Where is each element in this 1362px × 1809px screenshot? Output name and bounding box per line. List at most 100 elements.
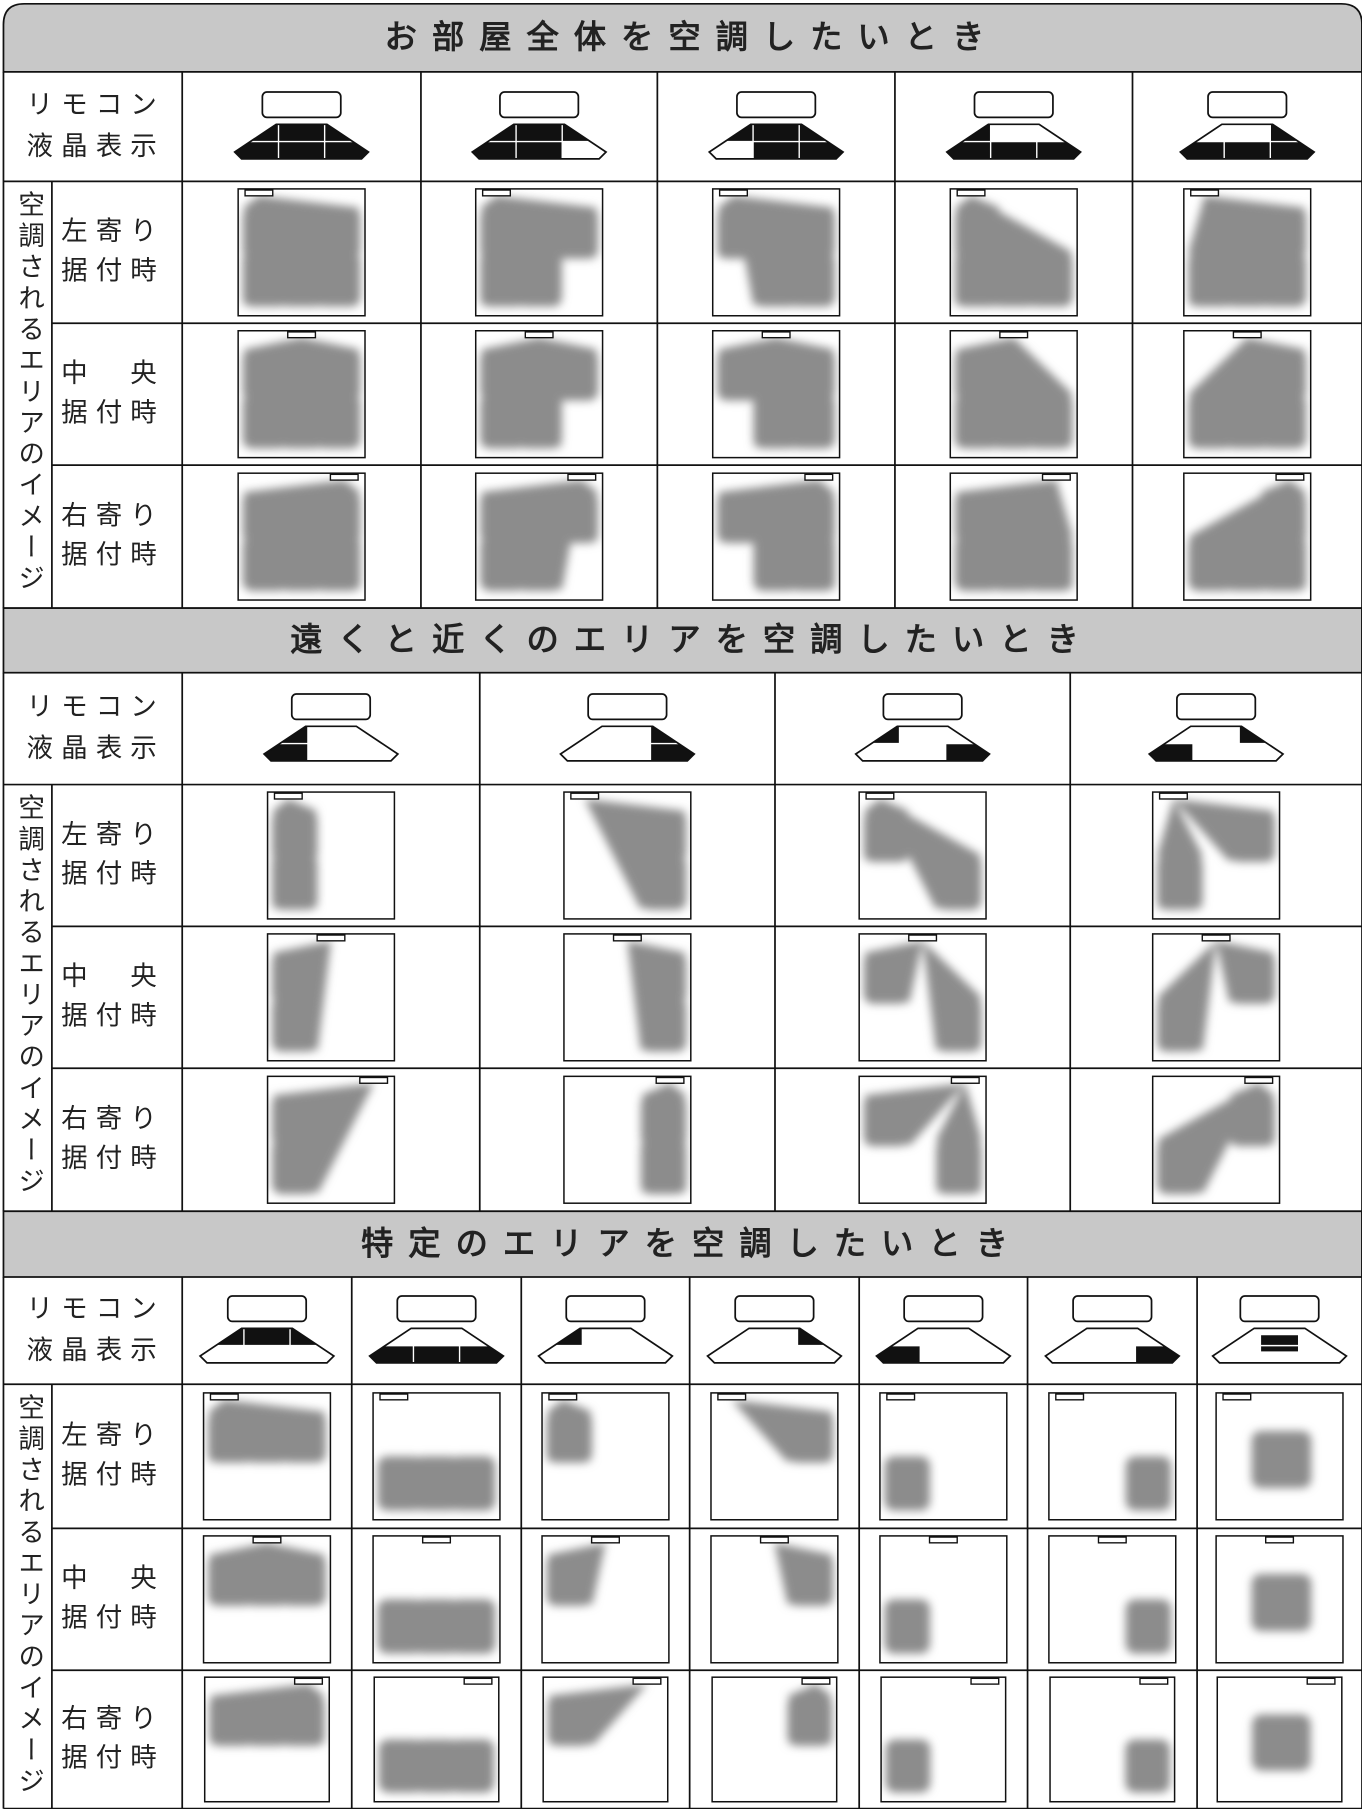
area	[449, 1456, 496, 1511]
icon-seg	[264, 743, 308, 761]
ac-unit	[804, 473, 834, 481]
icon-panel	[470, 123, 608, 160]
remote-label: 液晶表示	[27, 131, 165, 162]
beam	[774, 1542, 834, 1606]
coverage	[584, 798, 687, 910]
icon-unit	[973, 91, 1054, 119]
coverage-shape	[863, 940, 982, 1052]
ac-unit	[252, 1536, 282, 1544]
icon-seg	[459, 1345, 504, 1363]
room	[1215, 1392, 1344, 1521]
area	[1125, 1456, 1172, 1511]
area	[1252, 1714, 1311, 1771]
coverage-shape	[1188, 195, 1307, 307]
coverage	[480, 195, 598, 307]
beam	[272, 798, 318, 910]
icon-fill	[1149, 726, 1284, 761]
icon-panel	[537, 1327, 674, 1364]
ac-unit	[1158, 792, 1188, 800]
row-label: 左寄り	[61, 216, 165, 247]
coverage	[272, 798, 318, 910]
beam	[496, 195, 598, 259]
icon-unit	[396, 1295, 477, 1323]
ac-unit	[570, 792, 600, 800]
ac-unit	[421, 1536, 452, 1544]
ac-unit	[1244, 1076, 1274, 1084]
beam	[1224, 337, 1270, 449]
ac-unit	[886, 1393, 916, 1401]
beam	[1013, 337, 1073, 449]
room	[542, 1676, 669, 1803]
icon-panel	[1179, 123, 1316, 160]
coverage-shape	[885, 1739, 931, 1793]
coverage-shape	[546, 1542, 606, 1606]
area	[414, 1739, 459, 1793]
ac-unit	[293, 1677, 324, 1685]
coverage	[774, 1542, 834, 1606]
coverage	[1125, 1739, 1170, 1793]
ac-unit	[718, 189, 749, 197]
room	[563, 791, 692, 920]
beam	[224, 1399, 326, 1463]
beam	[546, 1399, 593, 1463]
coverage-shape	[1251, 1573, 1312, 1632]
beam	[280, 1684, 325, 1746]
coverage	[717, 337, 835, 449]
coverage	[885, 1739, 931, 1793]
room	[203, 1676, 331, 1803]
icon-seg	[278, 141, 325, 159]
icon-unit	[226, 1295, 308, 1323]
area	[377, 1456, 424, 1511]
coverage	[731, 1399, 834, 1463]
room	[711, 330, 841, 459]
beam	[1157, 798, 1203, 910]
icon-seg	[243, 1328, 291, 1346]
area	[1251, 1430, 1312, 1489]
ac-unit	[865, 792, 895, 800]
area	[377, 1599, 424, 1654]
icon-unit	[290, 693, 372, 721]
coverage	[787, 1684, 833, 1746]
remote-label: リモコン	[27, 691, 165, 722]
coverage-shape	[1125, 1739, 1170, 1793]
room	[1183, 188, 1312, 317]
room	[563, 933, 692, 1062]
coverage-shape	[863, 1083, 982, 1194]
icon-seg	[799, 141, 844, 159]
coverage	[863, 940, 982, 1052]
section-title: 遠くと近くのエリアを空調したいとき	[290, 621, 1094, 659]
coverage-shape	[863, 798, 982, 910]
coverage-shape	[272, 1083, 374, 1194]
ac-unit	[379, 1393, 409, 1401]
area-label: 空調されるエリアのイメージ	[13, 1393, 44, 1798]
ac-unit	[1265, 1536, 1295, 1544]
coverage	[546, 1542, 606, 1606]
icon-seg	[1149, 743, 1194, 761]
beam	[753, 337, 799, 449]
coverage-shape	[731, 1399, 834, 1463]
coverage	[377, 1599, 496, 1654]
icon-seg	[413, 1345, 460, 1363]
beam	[776, 337, 835, 449]
coverage	[640, 1083, 687, 1194]
coverage-shape	[377, 1456, 496, 1511]
room	[1151, 791, 1281, 920]
room	[474, 330, 604, 459]
coverage-shape	[884, 1599, 930, 1654]
room	[710, 1535, 839, 1664]
ac-unit	[801, 1677, 831, 1685]
coverage	[863, 1083, 982, 1194]
icon-fill	[876, 1328, 1011, 1363]
remote-label: 液晶表示	[27, 733, 165, 764]
area	[1251, 1573, 1312, 1632]
icon-unit	[734, 1295, 815, 1323]
beam	[301, 337, 361, 449]
coverage	[717, 480, 835, 591]
icon-unit	[587, 693, 668, 721]
coverage-shape	[717, 195, 835, 307]
icon-seg	[324, 141, 369, 159]
icon-seg	[516, 141, 563, 159]
beam	[1157, 940, 1217, 1052]
remote-label: 液晶表示	[27, 1335, 165, 1366]
